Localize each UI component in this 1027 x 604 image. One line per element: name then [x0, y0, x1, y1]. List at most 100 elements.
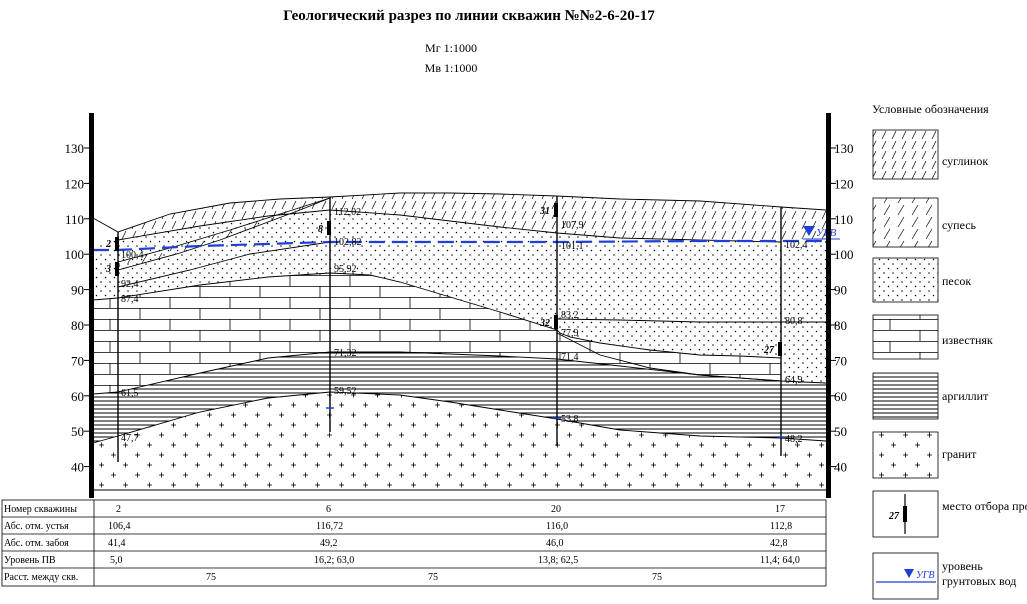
axis-tick-label: 60 [71, 389, 84, 404]
sample-mark-2 [115, 237, 119, 251]
legend-groundwater-mark: УГВ [916, 570, 935, 581]
table-cell: 2 [116, 504, 121, 515]
legend-swatch-limestone [872, 314, 939, 360]
table-row-header: Абс. отм. устья [4, 521, 69, 532]
layer-limestone [93, 273, 781, 394]
groundwater-level-line [93, 239, 826, 252]
axis-tick-label: 70 [834, 353, 847, 368]
axis-tick-label: 110 [834, 212, 853, 227]
axis-tick-label: 130 [834, 141, 854, 156]
sample-mark-8 [327, 221, 331, 235]
legend-swatch-loam [872, 129, 939, 180]
table-row-header: Уровень ПВ [4, 555, 56, 566]
sample-mark-3 [115, 262, 119, 276]
elevation-label: 83,2 [561, 310, 579, 321]
elevation-labels: 100,4 92,4 87,4 61,5 47,7 112,02 102,82 … [121, 207, 808, 445]
legend-groundwater-icon [904, 569, 914, 578]
legend-title: Условные обозначения [872, 102, 989, 116]
axis-tick-label: 120 [834, 176, 854, 191]
legend: Условные обозначения суглинок супесь пес… [872, 102, 1027, 600]
table-row-header: Номер скважины [4, 504, 77, 515]
vertical-scale: Мв 1:1000 [425, 61, 478, 75]
elevation-label: 102,82 [334, 237, 362, 248]
legend-label: место отбора пробы [942, 499, 1027, 513]
layer-loam [118, 193, 826, 243]
axis-tick-label: 130 [65, 141, 85, 156]
table-cell: 11,4; 64,0 [760, 555, 800, 566]
axis-tick-label: 50 [71, 424, 84, 439]
layer-boundaries [92, 192, 827, 491]
legend-sample-number: 27 [888, 511, 900, 522]
axis-tick-label: 60 [834, 389, 847, 404]
elevation-label: 59,52 [334, 386, 357, 397]
table-row-header: Расст. между скв. [4, 572, 78, 583]
table-cell: 13,8; 62,5 [538, 555, 578, 566]
sample-mark-31 [554, 203, 558, 217]
legend-label: уровень грунтовых вод [942, 559, 1016, 588]
elevation-label: 71,4 [561, 352, 579, 363]
layer-granite [93, 392, 826, 490]
sample-number: 3 [105, 264, 111, 275]
legend-label-line: уровень [942, 559, 983, 573]
axis-tick-label: 80 [71, 318, 84, 333]
sample-marks [115, 203, 782, 356]
table-cell: 106,4 [108, 521, 131, 532]
table-cell: 16,2; 63,0 [314, 555, 354, 566]
axis-tick-label: 50 [834, 424, 847, 439]
layer-sandy-loam-lens [118, 198, 330, 270]
sample-mark-27 [778, 342, 782, 356]
legend-swatch-argillite [872, 372, 939, 420]
well-data-table: Номер скважины Абс. отм. устья Абс. отм.… [1, 499, 827, 587]
legend-swatch-sandy-loam [872, 197, 939, 248]
sample-numbers: 2 3 8 31 32 27 [105, 206, 775, 356]
legend-label: суглинок [942, 154, 988, 168]
sample-mark-32 [554, 315, 558, 329]
layer-sand [93, 210, 826, 383]
axis-tick-label: 70 [71, 353, 84, 368]
horizontal-scale: Мг 1:1000 [425, 41, 477, 55]
elevation-label: 95,92 [334, 264, 357, 275]
axis-tick-label: 110 [65, 212, 84, 227]
sample-number: 31 [539, 206, 550, 217]
elevation-label: 47,7 [121, 433, 139, 444]
elevation-label: 100,4 [121, 250, 144, 261]
legend-swatch-groundwater [872, 552, 939, 600]
axis-left [84, 113, 94, 498]
elevation-label: 87,4 [121, 294, 139, 305]
sample-number: 8 [318, 224, 323, 235]
table-cell: 5,0 [110, 555, 123, 566]
table-cell: 6 [326, 504, 331, 515]
elevation-label: 101,1 [561, 241, 584, 252]
table-cell: 17 [775, 504, 785, 515]
strata [93, 193, 826, 490]
axis-tick-label: 100 [65, 247, 85, 262]
legend-swatch-granite [872, 431, 939, 479]
axis-right [826, 113, 836, 498]
legend-label: известняк [942, 333, 993, 347]
axis-tick-label: 120 [65, 176, 85, 191]
legend-label-line: место отбора пробы [942, 499, 1027, 513]
elevation-label: 107,9 [561, 220, 584, 231]
table-cell: 116,0 [546, 521, 568, 532]
axis-tick-label: 40 [834, 460, 847, 475]
elevation-label: 48,2 [785, 434, 803, 445]
table-cell: 41,4 [108, 538, 126, 549]
elevation-label: 92,4 [121, 279, 139, 290]
sample-number: 27 [763, 345, 775, 356]
elevation-label: 61,5 [121, 388, 139, 399]
table-cell: 116,72 [316, 521, 343, 532]
elevation-label: 112,02 [334, 207, 361, 218]
elevation-label: 53,8 [561, 414, 579, 425]
legend-label: гранит [942, 447, 977, 461]
table-row-header: Абс. отм. забоя [4, 538, 69, 549]
axis-tick-label: 90 [834, 283, 847, 298]
table-cell: 46,0 [546, 538, 564, 549]
legend-swatch-sand [872, 257, 939, 303]
axis-tick-label: 100 [834, 247, 854, 262]
legend-label: супесь [942, 218, 977, 232]
legend-label: песок [942, 274, 971, 288]
elevation-label: 64,9 [785, 375, 803, 386]
elevation-label: 77,9 [561, 328, 579, 339]
table-cell: 42,8 [770, 538, 788, 549]
legend-label-line: грунтовых вод [942, 574, 1016, 588]
